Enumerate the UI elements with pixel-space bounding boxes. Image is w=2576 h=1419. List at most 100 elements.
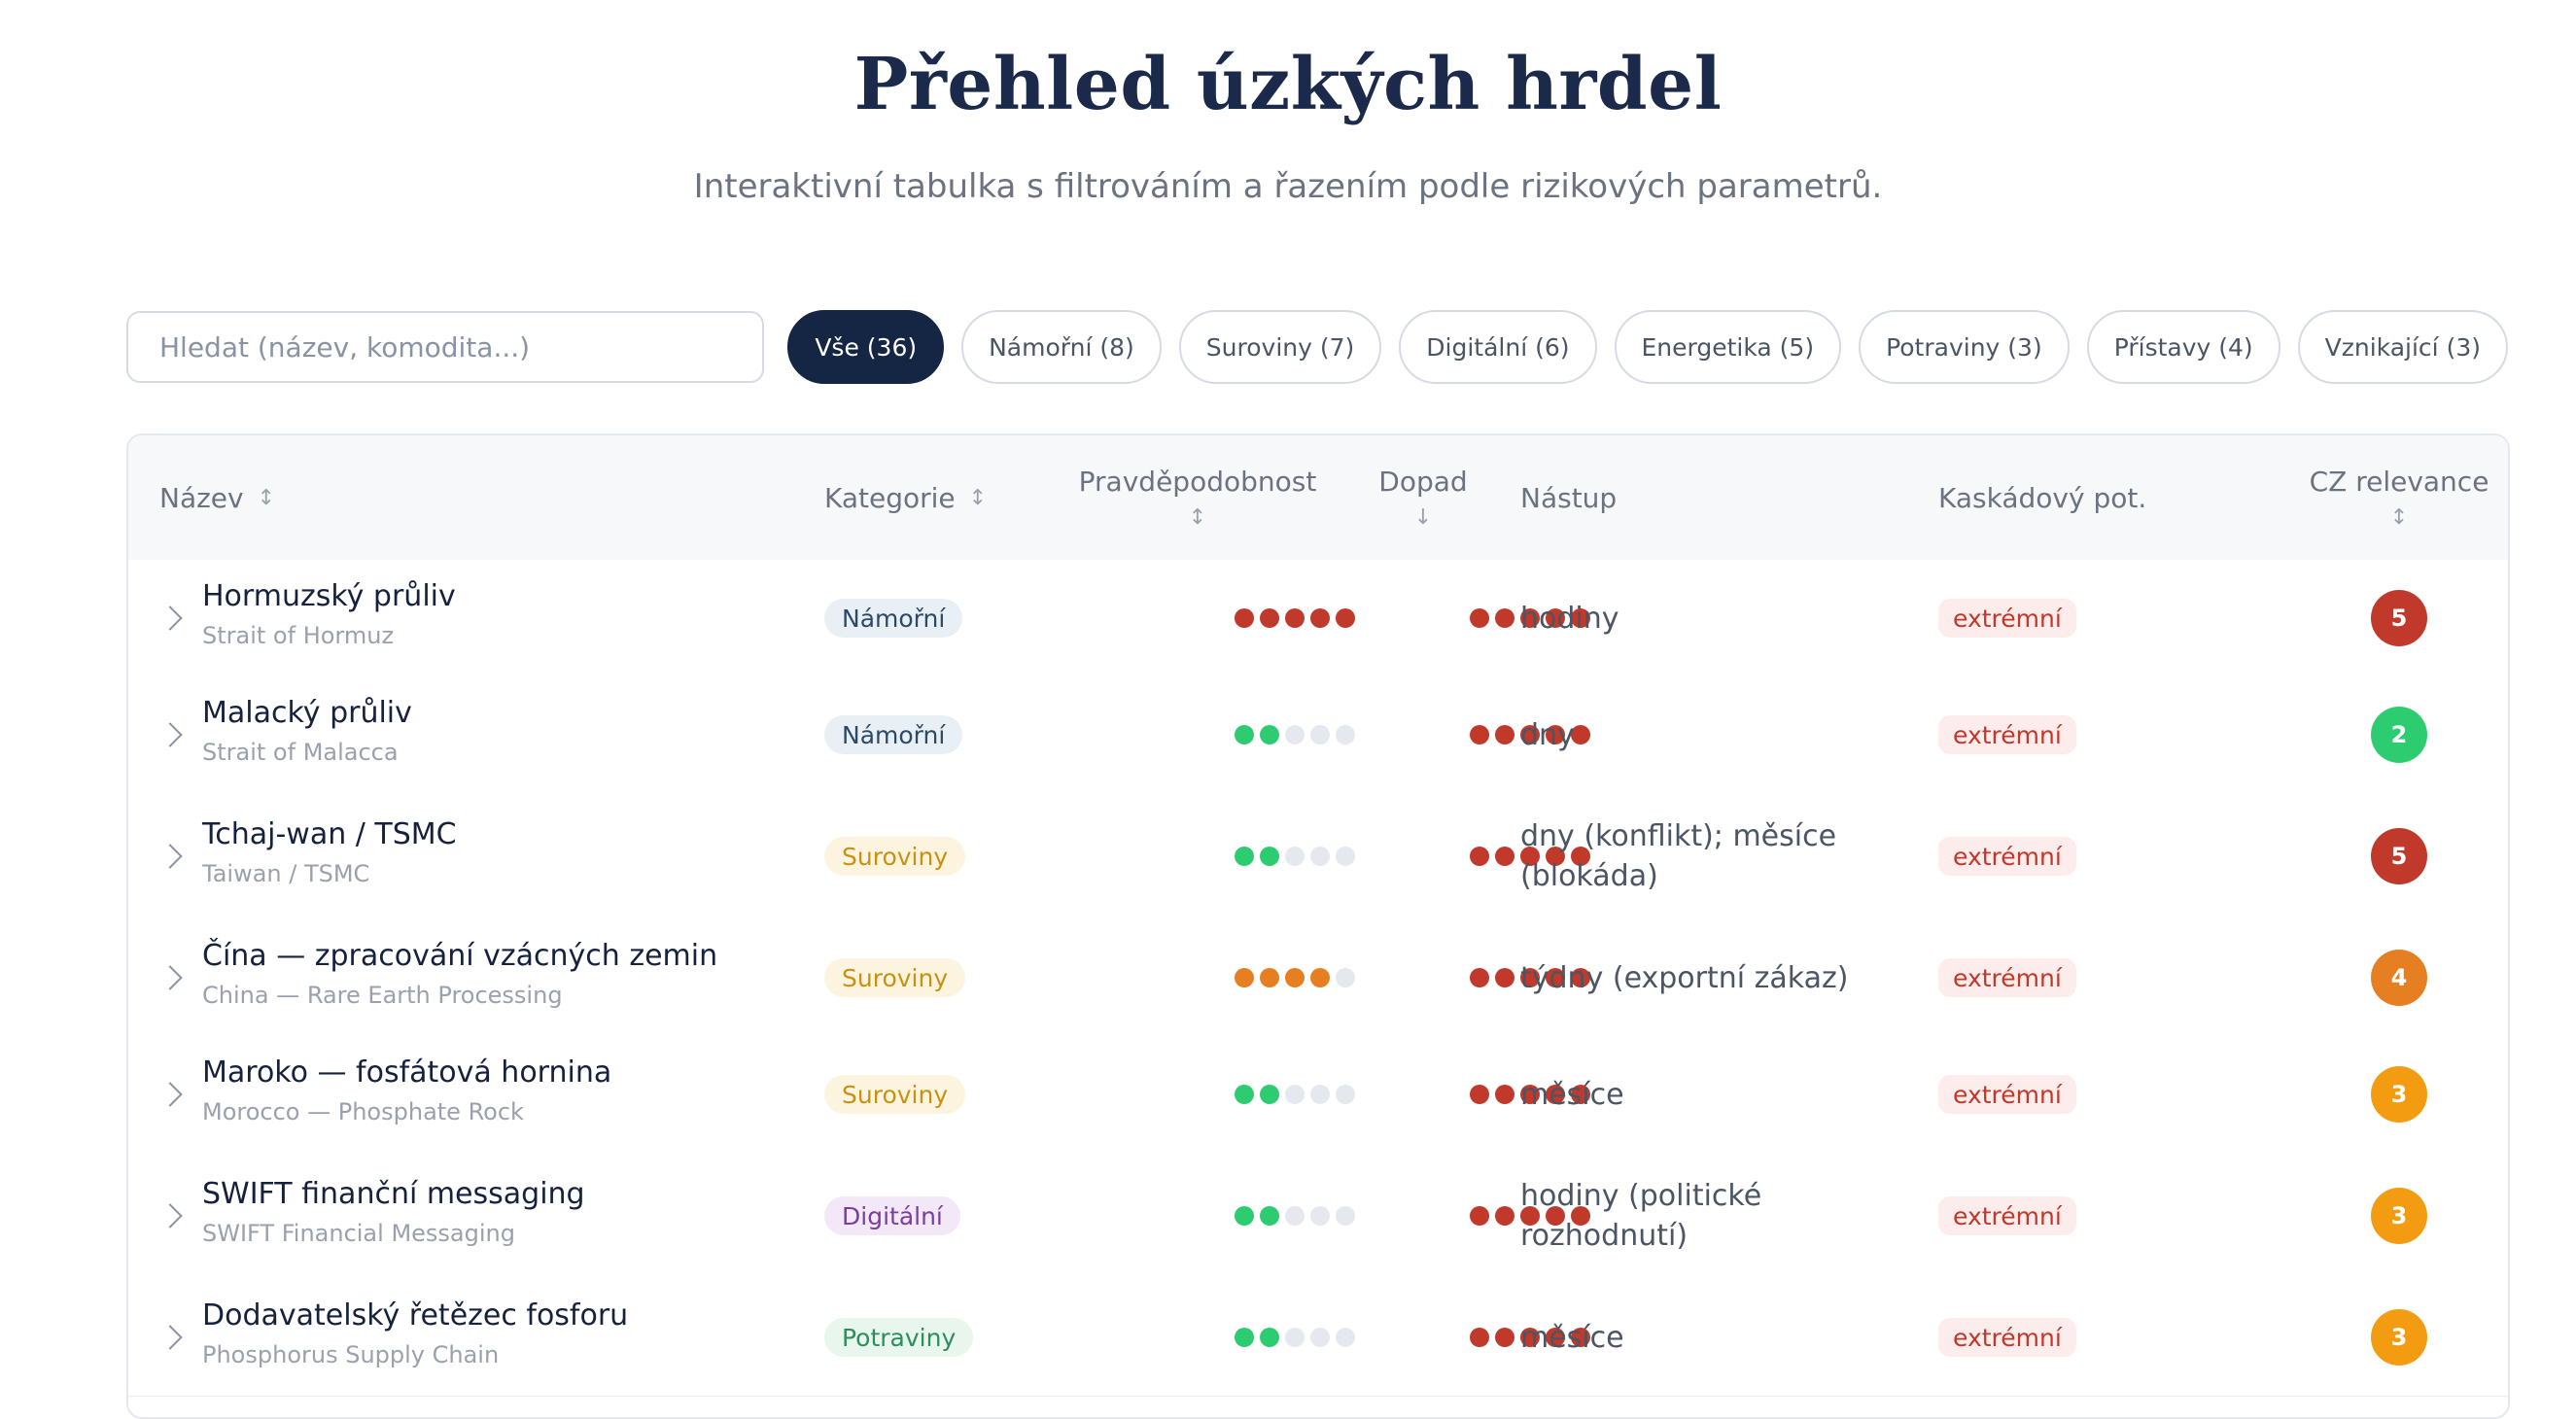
rating-dot (1336, 847, 1355, 866)
rating-dot (1495, 608, 1514, 628)
cz-relevance-badge: 5 (2371, 828, 2427, 884)
impact-rating (1470, 725, 1590, 744)
rating-dot (1546, 1328, 1565, 1347)
filter-pill[interactable]: Přístavy (4) (2086, 310, 2280, 384)
rating-dot (1310, 847, 1330, 866)
table-row[interactable]: SWIFT finanční messaging SWIFT Financial … (128, 1153, 2508, 1280)
table-row[interactable]: Dodavatelský řetězec fosforu Phosphorus S… (128, 1279, 2508, 1397)
chevron-right-icon[interactable] (157, 1082, 183, 1107)
rating-dot (1260, 725, 1279, 744)
rating-dot (1571, 1085, 1590, 1104)
rating-dot (1235, 1206, 1254, 1226)
sort-icon: ↕ (1188, 505, 1207, 530)
rating-dot (1495, 847, 1514, 866)
filter-pill[interactable]: Suroviny (7) (1178, 310, 1382, 384)
rating-dot (1260, 847, 1279, 866)
search-input[interactable] (126, 311, 765, 383)
rating-dot (1520, 725, 1540, 744)
filter-bar: Vše (36)Námořní (8)Suroviny (7)Digitální… (126, 309, 2508, 385)
cz-relevance-badge: 3 (2371, 1309, 2427, 1366)
filter-pill[interactable]: Vznikající (3) (2297, 310, 2508, 384)
table-row[interactable]: Malacký průliv Strait of Malacca Námořní dn… (128, 676, 2508, 794)
probability-rating (1235, 1328, 1355, 1347)
filter-pill[interactable]: Energetika (5) (1614, 310, 1842, 384)
rating-dot (1571, 968, 1590, 987)
rating-dot (1571, 1328, 1590, 1347)
page-title: Přehled úzkých hrdel (853, 43, 1723, 126)
row-name: Tchaj-wan / TSMC (202, 817, 457, 851)
cascade-badge: extrémní (1938, 1196, 2076, 1235)
rating-dot (1336, 608, 1355, 628)
table-row[interactable]: Čína — zpracování vzácných zemin China — … (128, 919, 2508, 1037)
chevron-right-icon[interactable] (157, 965, 183, 990)
rating-dot (1571, 847, 1590, 866)
probability-rating (1235, 608, 1355, 628)
rating-dot (1235, 968, 1254, 987)
row-name: Malacký průliv (202, 696, 412, 730)
rating-dot (1495, 1206, 1514, 1226)
rating-dot (1336, 1328, 1355, 1347)
rating-dot (1235, 608, 1254, 628)
column-header-name[interactable]: Název ↕ (159, 435, 275, 560)
rating-dot (1285, 1206, 1305, 1226)
category-badge: Suroviny (824, 837, 966, 876)
category-badge: Suroviny (824, 958, 966, 997)
rating-dot (1260, 608, 1279, 628)
onset-text: týdny (exportní zákaz) (1520, 961, 1849, 995)
rating-dot (1260, 1328, 1279, 1347)
table-row[interactable]: Maroko — fosfátová hornina Morocco — Phos… (128, 1036, 2508, 1154)
column-header-cz-label: CZ relevance (2309, 466, 2489, 498)
column-header-onset-label: Nástup (1520, 481, 1618, 514)
onset-text: dny (1520, 718, 1575, 752)
column-header-cz[interactable]: CZ relevance ↕ (2292, 435, 2506, 560)
filter-pill[interactable]: Námořní (8) (961, 310, 1162, 384)
cz-relevance-badge: 3 (2371, 1066, 2427, 1123)
rating-dot (1470, 1328, 1489, 1347)
rating-dot (1285, 1328, 1305, 1347)
rating-dot (1470, 968, 1489, 987)
table-row[interactable]: Hormuzský průliv Strait of Hormuz Námořní h… (128, 560, 2508, 677)
rating-dot (1310, 608, 1330, 628)
filter-pill[interactable]: Potraviny (3) (1859, 310, 2070, 384)
rating-dot (1285, 968, 1305, 987)
onset-text: měsíce (1520, 1078, 1624, 1112)
rating-dot (1310, 1328, 1330, 1347)
cascade-badge: extrémní (1938, 599, 2076, 638)
cascade-badge: extrémní (1938, 837, 2076, 876)
rating-dot (1470, 1085, 1489, 1104)
cz-relevance-badge: 4 (2371, 950, 2427, 1006)
rating-dot (1235, 1085, 1254, 1104)
chevron-right-icon[interactable] (157, 722, 183, 747)
rating-dot (1546, 847, 1565, 866)
column-header-cascade-label: Kaskádový pot. (1938, 481, 2147, 514)
table-row[interactable]: Tchaj-wan / TSMC Taiwan / TSMC Suroviny dny… (128, 793, 2508, 920)
row-name-english: Morocco — Phosphate Rock (202, 1098, 524, 1125)
impact-rating (1470, 1085, 1590, 1104)
page-subtitle: Interaktivní tabulka s filtrováním a řaz… (693, 167, 1883, 206)
impact-rating (1470, 1206, 1590, 1226)
row-name: Hormuzský průliv (202, 579, 456, 613)
filter-pill[interactable]: Vše (36) (787, 310, 945, 384)
rating-dot (1235, 725, 1254, 744)
chevron-right-icon[interactable] (157, 1203, 183, 1229)
column-header-probability[interactable]: Pravděpodobnost ↕ (1042, 435, 1353, 560)
impact-rating (1470, 608, 1590, 628)
row-name: Dodavatelský řetězec fosforu (202, 1298, 629, 1332)
bottleneck-table: Název ↕ Kategorie ↕ Pravděpodobnost ↕ Do… (126, 433, 2510, 1419)
row-name: SWIFT finanční messaging (202, 1177, 585, 1211)
row-name: Maroko — fosfátová hornina (202, 1056, 612, 1090)
chevron-right-icon[interactable] (157, 844, 183, 869)
rating-dot (1571, 608, 1590, 628)
column-header-impact[interactable]: Dopad ↓ (1345, 435, 1501, 560)
rating-dot (1546, 968, 1565, 987)
rating-dot (1260, 968, 1279, 987)
column-header-category[interactable]: Kategorie ↕ (824, 435, 987, 560)
chevron-right-icon[interactable] (157, 1325, 183, 1350)
rating-dot (1546, 725, 1565, 744)
rating-dot (1285, 608, 1305, 628)
rating-dot (1336, 968, 1355, 987)
rating-dot (1571, 725, 1590, 744)
chevron-right-icon[interactable] (157, 606, 183, 631)
filter-pill[interactable]: Digitální (6) (1399, 310, 1597, 384)
sort-icon: ↕ (257, 485, 276, 510)
